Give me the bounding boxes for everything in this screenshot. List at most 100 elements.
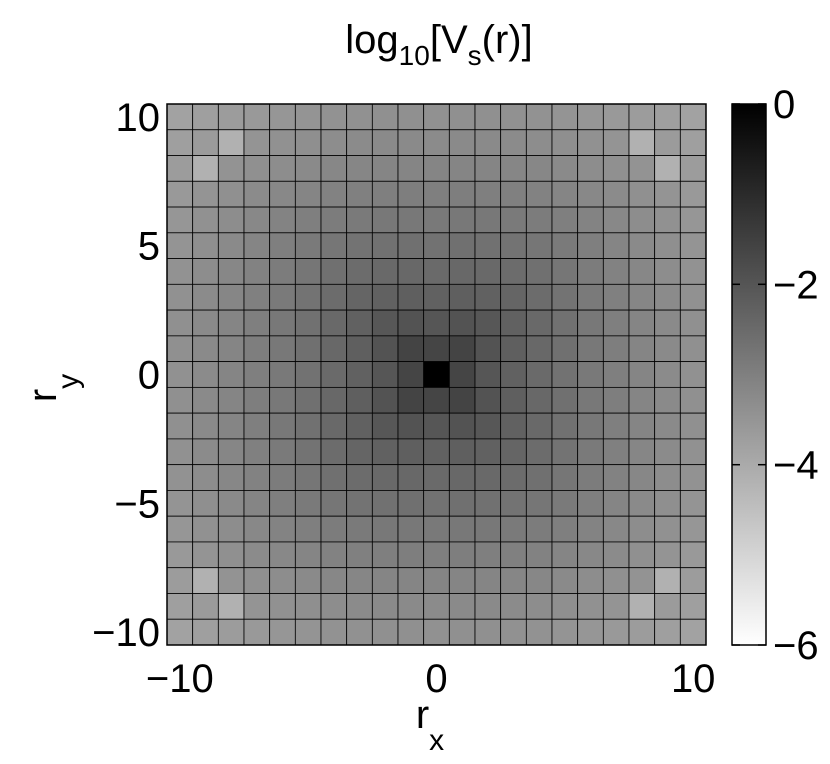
heatmap-cell <box>166 155 194 182</box>
heatmap-cell <box>217 618 245 646</box>
heatmap-cell <box>525 593 553 620</box>
heatmap-cell <box>192 309 219 337</box>
heatmap-cell <box>294 386 322 414</box>
heatmap-cell <box>423 206 450 234</box>
heatmap-cell <box>654 412 681 440</box>
heatmap-cell <box>192 335 219 363</box>
heatmap-cell <box>423 361 450 388</box>
heatmap-cell <box>243 386 271 414</box>
heatmap-cell <box>371 490 399 517</box>
heatmap-cell <box>500 593 527 620</box>
heatmap-cell <box>371 618 399 646</box>
heatmap-cell <box>525 541 553 569</box>
heatmap-cell <box>628 283 656 311</box>
heatmap-cell <box>474 103 502 131</box>
heatmap-cell <box>269 309 296 337</box>
heatmap-cell <box>192 206 219 234</box>
heatmap-cell <box>679 309 707 337</box>
heatmap-cell <box>628 155 656 182</box>
heatmap-cell <box>474 567 502 594</box>
heatmap-cell <box>474 309 502 337</box>
heatmap-cell <box>269 206 296 234</box>
heatmap-cell <box>551 155 579 182</box>
heatmap-cell <box>397 258 425 285</box>
heatmap-cell <box>346 309 373 337</box>
heatmap-cell <box>346 180 373 208</box>
heatmap-cell <box>577 309 604 337</box>
heatmap-cell <box>577 593 604 620</box>
heatmap-cell <box>602 232 630 259</box>
heatmap-cell <box>423 593 450 620</box>
heatmap-cell <box>217 541 245 569</box>
heatmap-cell <box>243 438 271 466</box>
heatmap-cell <box>679 618 707 646</box>
heatmap-cell <box>371 438 399 466</box>
heatmap-cell <box>217 464 245 491</box>
heatmap-cell <box>243 541 271 569</box>
heatmap-cell <box>525 283 553 311</box>
heatmap-cell <box>371 593 399 620</box>
heatmap-cell <box>320 335 348 363</box>
heatmap-cell <box>654 618 681 646</box>
x-tick-label: 0 <box>425 657 447 701</box>
heatmap-cell <box>628 361 656 388</box>
heatmap-cell <box>474 515 502 543</box>
heatmap-cell <box>243 412 271 440</box>
heatmap-cell <box>679 335 707 363</box>
heatmap-cell <box>371 206 399 234</box>
heatmap-cell <box>423 155 450 182</box>
heatmap-cell <box>500 258 527 285</box>
heatmap-cell <box>679 232 707 259</box>
heatmap-cell <box>217 567 245 594</box>
heatmap-cell <box>448 567 476 594</box>
heatmap-cell <box>371 335 399 363</box>
heatmap-cell <box>423 180 450 208</box>
heatmap-cell <box>243 206 271 234</box>
x-axis-label: rx <box>416 693 444 757</box>
heatmap-cell <box>166 618 194 646</box>
heatmap-cell <box>371 386 399 414</box>
heatmap-cell <box>551 541 579 569</box>
heatmap-cell <box>294 335 322 363</box>
heatmap-cell <box>551 206 579 234</box>
colorbar <box>731 103 767 646</box>
heatmap-cell <box>500 412 527 440</box>
heatmap-cell <box>397 412 425 440</box>
heatmap-cell <box>602 309 630 337</box>
heatmap-cell <box>243 180 271 208</box>
heatmap-cell <box>474 618 502 646</box>
heatmap-cell <box>525 103 553 131</box>
heatmap-cell <box>217 412 245 440</box>
heatmap-cell <box>217 438 245 466</box>
heatmap-cell <box>346 155 373 182</box>
heatmap-cell <box>448 155 476 182</box>
heatmap-cell <box>654 232 681 259</box>
heatmap-cell <box>423 283 450 311</box>
heatmap-cell <box>448 232 476 259</box>
heatmap-cell <box>320 129 348 156</box>
heatmap-cell <box>654 309 681 337</box>
y-tick-label: −10 <box>92 611 160 655</box>
heatmap-cell <box>217 180 245 208</box>
heatmap-cell <box>602 206 630 234</box>
heatmap-cell <box>269 567 296 594</box>
heatmap-cell <box>628 258 656 285</box>
heatmap-cell <box>294 232 322 259</box>
y-tick-label: 10 <box>116 96 161 140</box>
heatmap-cell <box>166 283 194 311</box>
heatmap-cell <box>551 438 579 466</box>
heatmap-cell <box>654 386 681 414</box>
colorbar-tick-label: −6 <box>773 624 819 668</box>
y-tick-label: 5 <box>138 225 160 269</box>
heatmap-cell <box>474 206 502 234</box>
heatmap-cell <box>654 129 681 156</box>
heatmap-cell <box>577 206 604 234</box>
heatmap-cell <box>371 309 399 337</box>
heatmap-cell <box>397 490 425 517</box>
heatmap-cell <box>525 618 553 646</box>
heatmap-cell <box>320 103 348 131</box>
heatmap-cell <box>346 567 373 594</box>
heatmap-cell <box>243 335 271 363</box>
heatmap-cell <box>577 335 604 363</box>
heatmap-cell <box>551 129 579 156</box>
